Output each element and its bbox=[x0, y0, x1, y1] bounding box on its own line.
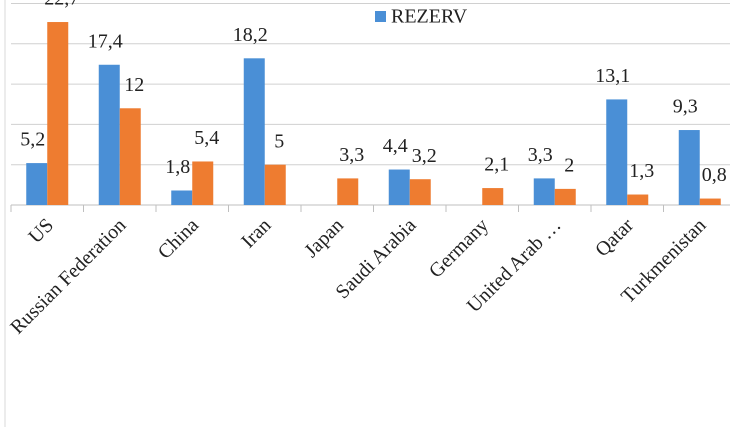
bar bbox=[388, 169, 410, 205]
bar bbox=[699, 198, 721, 205]
data-label: 22,7 bbox=[44, 0, 79, 10]
x-tick-label: US bbox=[24, 214, 58, 248]
data-label: 9,3 bbox=[673, 96, 698, 118]
bar bbox=[409, 179, 431, 205]
bar bbox=[337, 178, 359, 205]
bar bbox=[264, 164, 286, 205]
bar bbox=[533, 178, 555, 205]
bar bbox=[627, 194, 649, 205]
x-tick-label: China bbox=[154, 214, 203, 263]
x-tick-label: Iran bbox=[237, 214, 275, 252]
legend-label: REZERV bbox=[391, 6, 468, 28]
data-label: 13,1 bbox=[595, 65, 630, 87]
data-label: 5 bbox=[274, 130, 284, 152]
data-label: 3,3 bbox=[528, 144, 553, 166]
bar bbox=[47, 22, 69, 206]
data-label: 18,2 bbox=[233, 24, 268, 46]
data-label: 5,2 bbox=[20, 129, 45, 151]
bar bbox=[554, 188, 576, 205]
x-tick-label: Qatar bbox=[591, 214, 638, 261]
data-label: 12 bbox=[124, 74, 144, 96]
legend-swatch bbox=[375, 11, 386, 22]
x-tick-label: Germany bbox=[425, 214, 493, 282]
data-label: 4,4 bbox=[383, 135, 408, 157]
bar bbox=[98, 64, 120, 205]
data-label: 3,2 bbox=[412, 145, 437, 167]
bar bbox=[119, 108, 141, 205]
data-label: 17,4 bbox=[88, 30, 123, 52]
data-label: 3,3 bbox=[339, 144, 364, 166]
bar bbox=[171, 190, 193, 205]
bar bbox=[678, 130, 700, 205]
bar bbox=[192, 161, 214, 205]
data-label: 2 bbox=[564, 154, 574, 176]
bar bbox=[606, 99, 628, 205]
data-label: 1,3 bbox=[629, 160, 654, 182]
bar bbox=[482, 188, 504, 205]
data-label: 1,8 bbox=[165, 156, 190, 178]
data-label: 0,8 bbox=[702, 164, 727, 186]
data-label: 5,4 bbox=[194, 127, 219, 149]
x-tick-label: Japan bbox=[300, 214, 348, 262]
bar bbox=[26, 163, 48, 205]
data-label: 2,1 bbox=[484, 154, 509, 176]
bar bbox=[243, 58, 265, 205]
